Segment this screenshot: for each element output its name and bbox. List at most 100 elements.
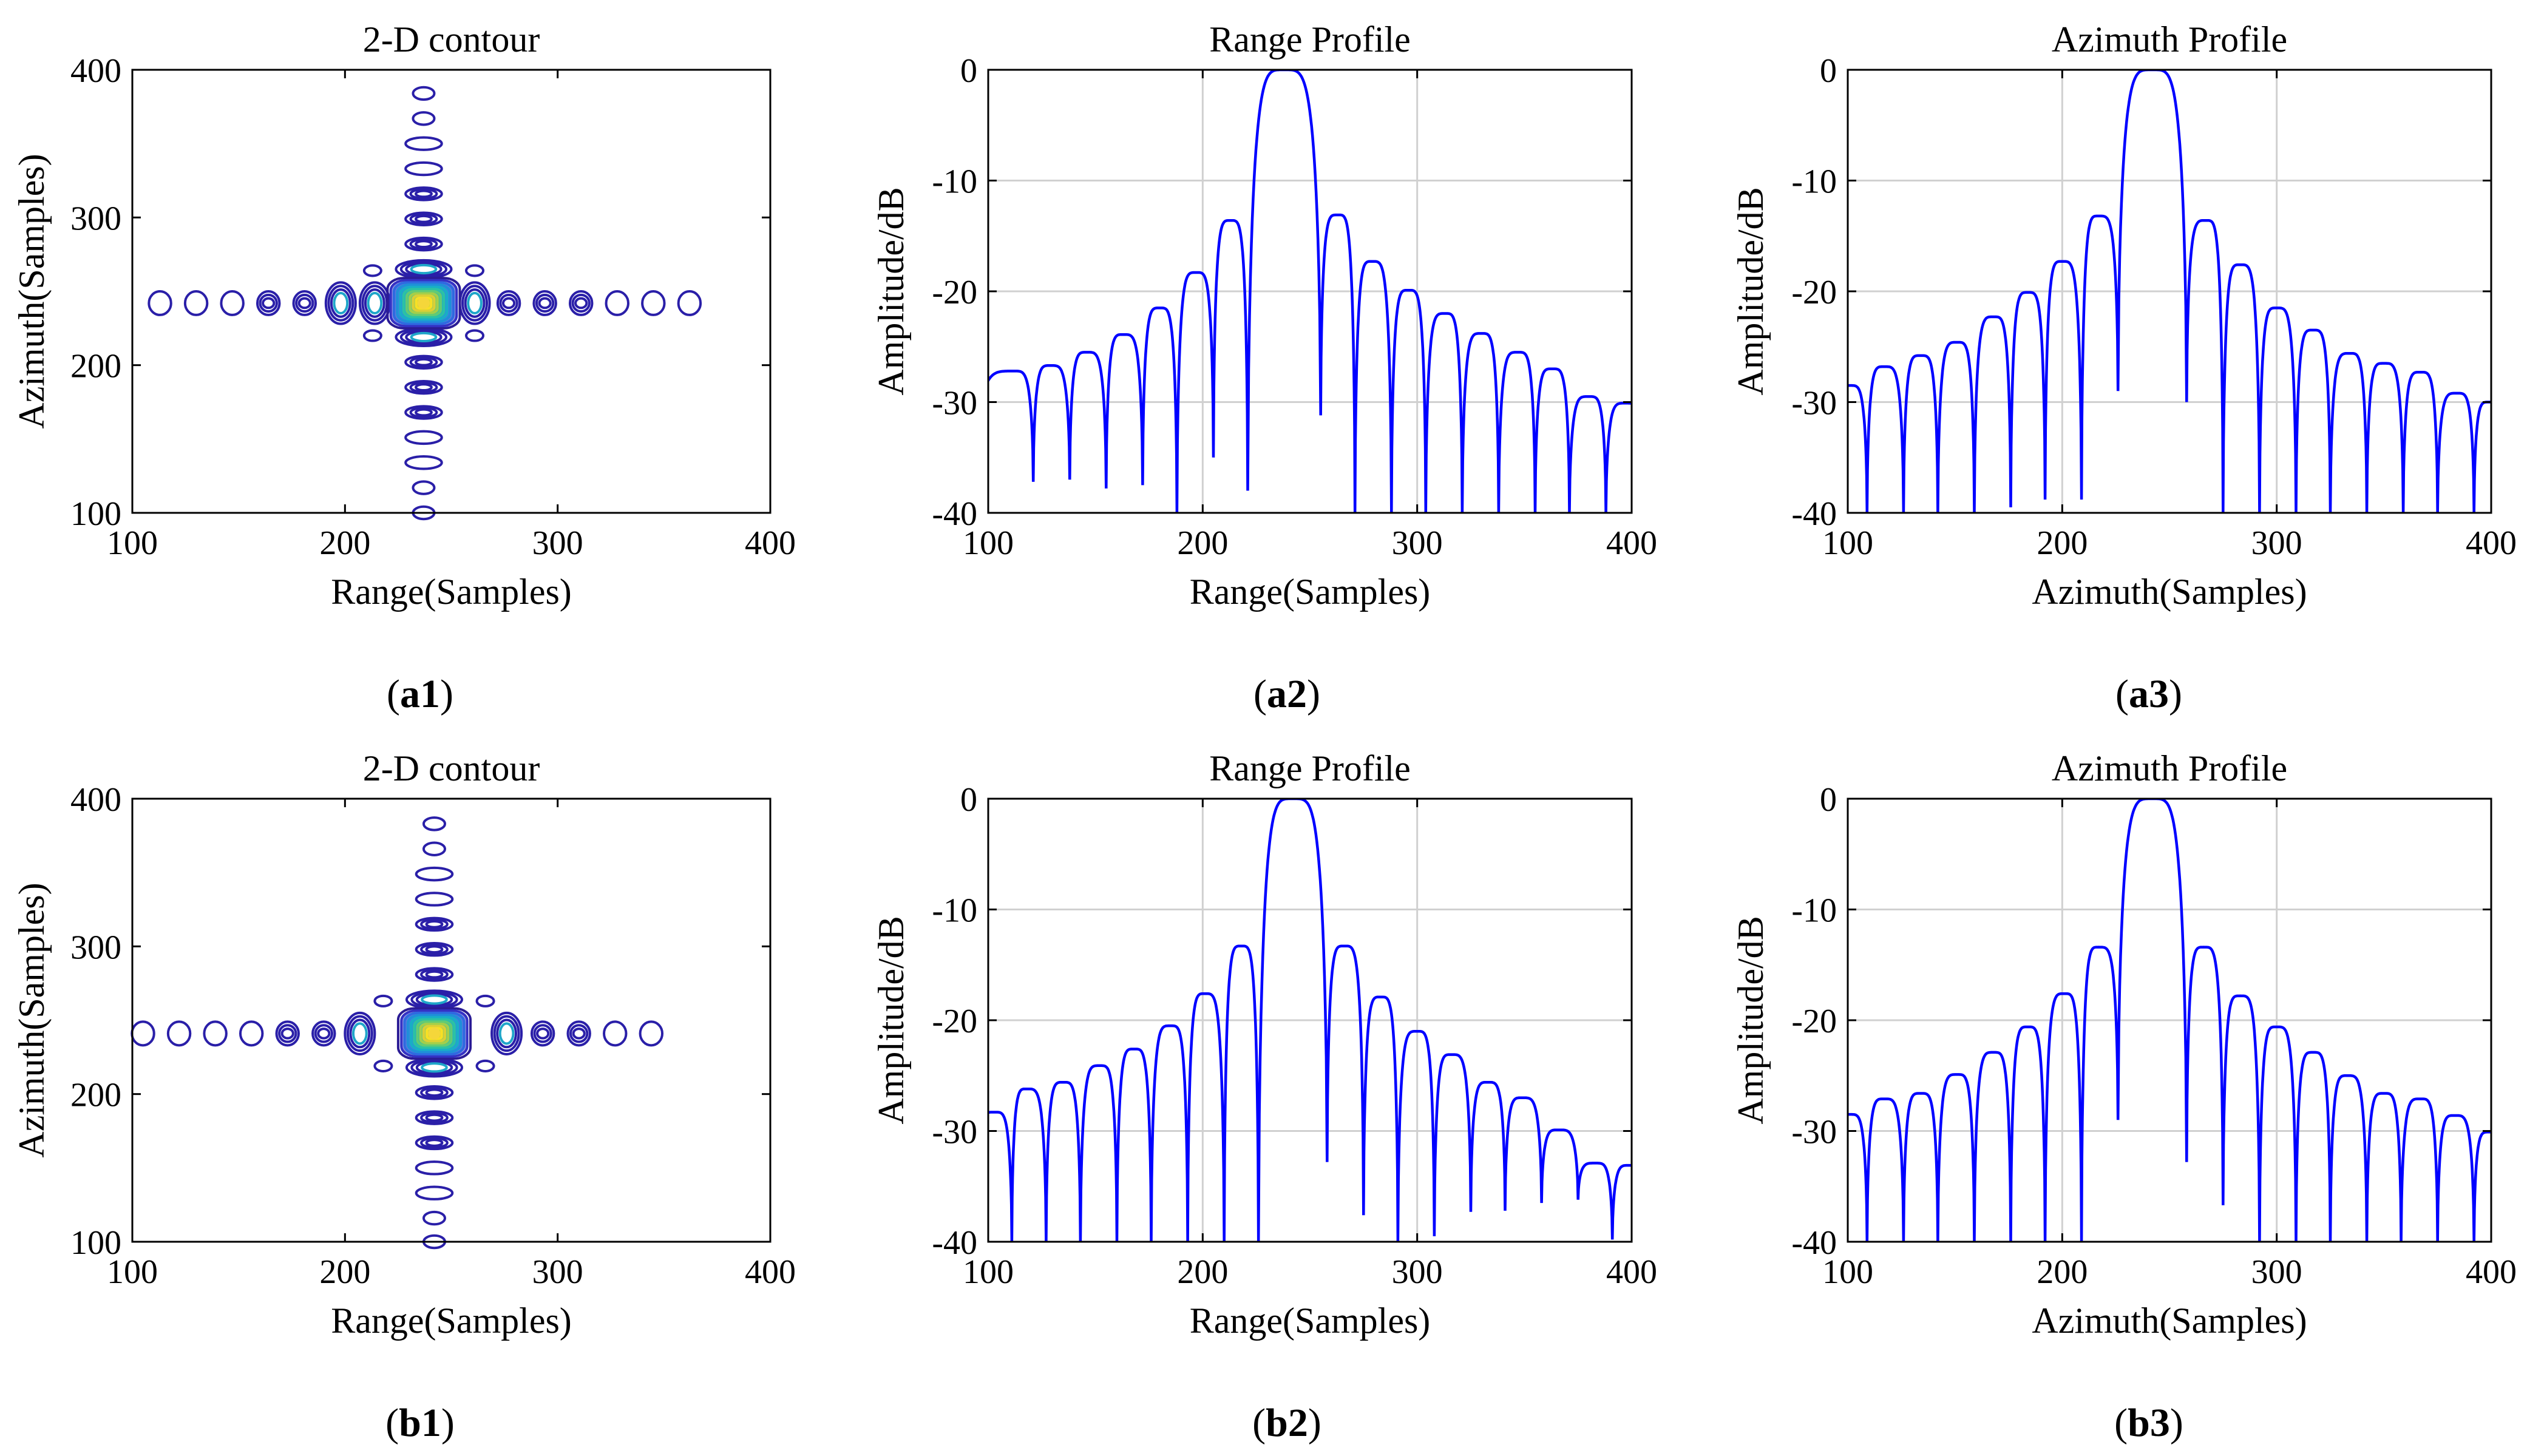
range-sidelobe-contour: [490, 1011, 523, 1055]
x-tick-label: 200: [319, 1253, 370, 1291]
y-tick-label: 400: [70, 781, 121, 819]
azimuth-sidelobe-contour: [404, 354, 443, 370]
y-tick-label: 0: [960, 781, 977, 819]
main-lobe-contour: [386, 277, 461, 330]
panel-label-open: (: [1252, 1401, 1266, 1445]
cross-sidelobe-contour: [362, 329, 382, 342]
range-sidelobe-contour: [498, 1022, 515, 1045]
range-sidelobe-contour: [259, 293, 278, 313]
azimuth-sidelobe-contour: [422, 816, 446, 831]
range-sidelobe-contour: [533, 1024, 552, 1043]
azimuth-sidelobe-contour: [421, 1062, 448, 1073]
panel-b2: 100 200 300 400 0 -10 -20 -30 -40 Range Profile Ra…: [871, 748, 1657, 1445]
y-tick-label: -40: [1791, 495, 1837, 533]
range-sidelobe-contour: [317, 1028, 331, 1040]
azimuth-sidelobe-contour: [405, 330, 443, 344]
azimuth-sidelobe-contour: [399, 260, 448, 278]
x-axis-label: Azimuth(Samples): [2032, 1301, 2307, 1341]
x-tick-label: 200: [1177, 524, 1228, 562]
panel-a3: 100 200 300 400 0 -10 -20 -30 -40 Azimuth Profile…: [1731, 19, 2517, 716]
range-sidelobe-contour: [148, 290, 172, 316]
y-axis-label: Amplitude/dB: [871, 916, 911, 1124]
range-sidelobe-contour: [314, 1024, 333, 1043]
range-sidelobe-contour: [641, 290, 666, 316]
x-tick-label: 300: [2251, 524, 2302, 562]
azimuth-sidelobe-contour: [415, 992, 453, 1007]
panel-a2: 100 200 300 400 0 -10 -20 -30 -40 Range Profile Ra…: [871, 19, 1657, 716]
panel-label-id: b2: [1266, 1401, 1308, 1445]
azimuth-sidelobe-contour: [409, 356, 438, 368]
panel-label: (a2): [1253, 672, 1320, 716]
x-tick-label: 100: [1822, 524, 1873, 562]
azimuth-sidelobe-contour: [409, 238, 438, 250]
range-sidelobe-contour: [262, 297, 276, 310]
azimuth-sidelobe-contour: [422, 841, 446, 856]
azimuth-sidelobe-contour: [425, 1113, 444, 1122]
y-tick-label: -10: [1791, 163, 1837, 201]
azimuth-sidelobe-contour: [420, 1086, 449, 1099]
azimuth-sidelobe-contour: [409, 381, 438, 393]
y-axis-label: Amplitude/dB: [1731, 916, 1771, 1124]
cross-sidelobe-contour: [475, 1059, 495, 1072]
y-tick-label: 100: [70, 495, 121, 533]
azimuth-sidelobe-contour: [405, 262, 443, 276]
chart-title: Azimuth Profile: [2052, 19, 2287, 59]
azimuth-sidelobe-contour: [404, 136, 443, 151]
y-tick-label: -40: [932, 1224, 977, 1262]
range-sidelobe-contour: [571, 293, 591, 313]
y-tick-label: -10: [1791, 892, 1837, 930]
x-tick-label: 400: [745, 1253, 796, 1291]
profile-series-line: [1848, 70, 2491, 513]
chart-title: 2-D contour: [363, 748, 540, 788]
azimuth-sidelobe-contour: [410, 331, 438, 343]
range-sidelobe-contour: [330, 288, 351, 318]
x-tick-label: 400: [2466, 1253, 2517, 1291]
chart-title: Range Profile: [1209, 748, 1411, 788]
x-tick-label: 400: [2466, 524, 2517, 562]
panel-label: (b1): [385, 1401, 455, 1445]
range-sidelobe-contour: [278, 1024, 297, 1043]
azimuth-sidelobe-contour: [422, 1210, 446, 1226]
azimuth-sidelobe-contour: [420, 943, 449, 955]
panel-label-close: ): [441, 1401, 455, 1445]
x-tick-label: 300: [532, 1253, 583, 1291]
range-sidelobe-contour: [605, 290, 629, 316]
main-lobe-peak: [428, 1027, 441, 1040]
panel-label: (a1): [387, 672, 453, 716]
x-tick-label: 300: [532, 524, 583, 562]
range-sidelobe-contour: [203, 1020, 228, 1047]
panel-label-id: a3: [2129, 672, 2169, 716]
panel-label-id: b1: [399, 1401, 441, 1445]
azimuth-sidelobe-contour: [425, 1139, 444, 1147]
azimuth-sidelobe-contour: [404, 430, 443, 445]
panel-label-open: (: [2114, 1401, 2128, 1445]
y-tick-label: 300: [70, 929, 121, 966]
range-sidelobe-contour: [346, 1015, 373, 1052]
panel-b1: 100 200 300 400 100 200 300 400 2-D contour Range…: [12, 748, 796, 1445]
range-sidelobe-contour: [574, 297, 588, 310]
panel-label-open: (: [385, 1401, 399, 1445]
azimuth-sidelobe-contour: [425, 1088, 444, 1097]
x-tick-label: 200: [2037, 524, 2088, 562]
x-tick-label: 300: [2251, 1253, 2302, 1291]
cross-sidelobe-contour: [373, 1059, 393, 1072]
panel-label-id: b3: [2128, 1401, 2170, 1445]
y-tick-label: -30: [1791, 1114, 1837, 1151]
azimuth-sidelobe-contour: [415, 967, 454, 982]
x-tick-label: 400: [745, 524, 796, 562]
azimuth-sidelobe-contour: [412, 111, 436, 126]
x-tick-label: 200: [2037, 1253, 2088, 1291]
azimuth-sidelobe-contour: [404, 186, 443, 201]
range-sidelobe-contour: [327, 285, 354, 322]
azimuth-sidelobe-contour: [420, 918, 449, 930]
azimuth-sidelobe-contour: [404, 161, 443, 177]
azimuth-sidelobe-contour: [409, 213, 438, 225]
axes-frame: [131, 69, 772, 514]
x-tick-label: 100: [963, 524, 1014, 562]
range-sidelobe-contour: [572, 1028, 586, 1040]
main-lobe-contour: [396, 1007, 472, 1060]
x-tick-label: 300: [1392, 524, 1443, 562]
range-sidelobe-contour: [639, 1020, 664, 1047]
azimuth-sidelobe-contour: [412, 480, 436, 495]
azimuth-sidelobe-contour: [404, 211, 443, 226]
